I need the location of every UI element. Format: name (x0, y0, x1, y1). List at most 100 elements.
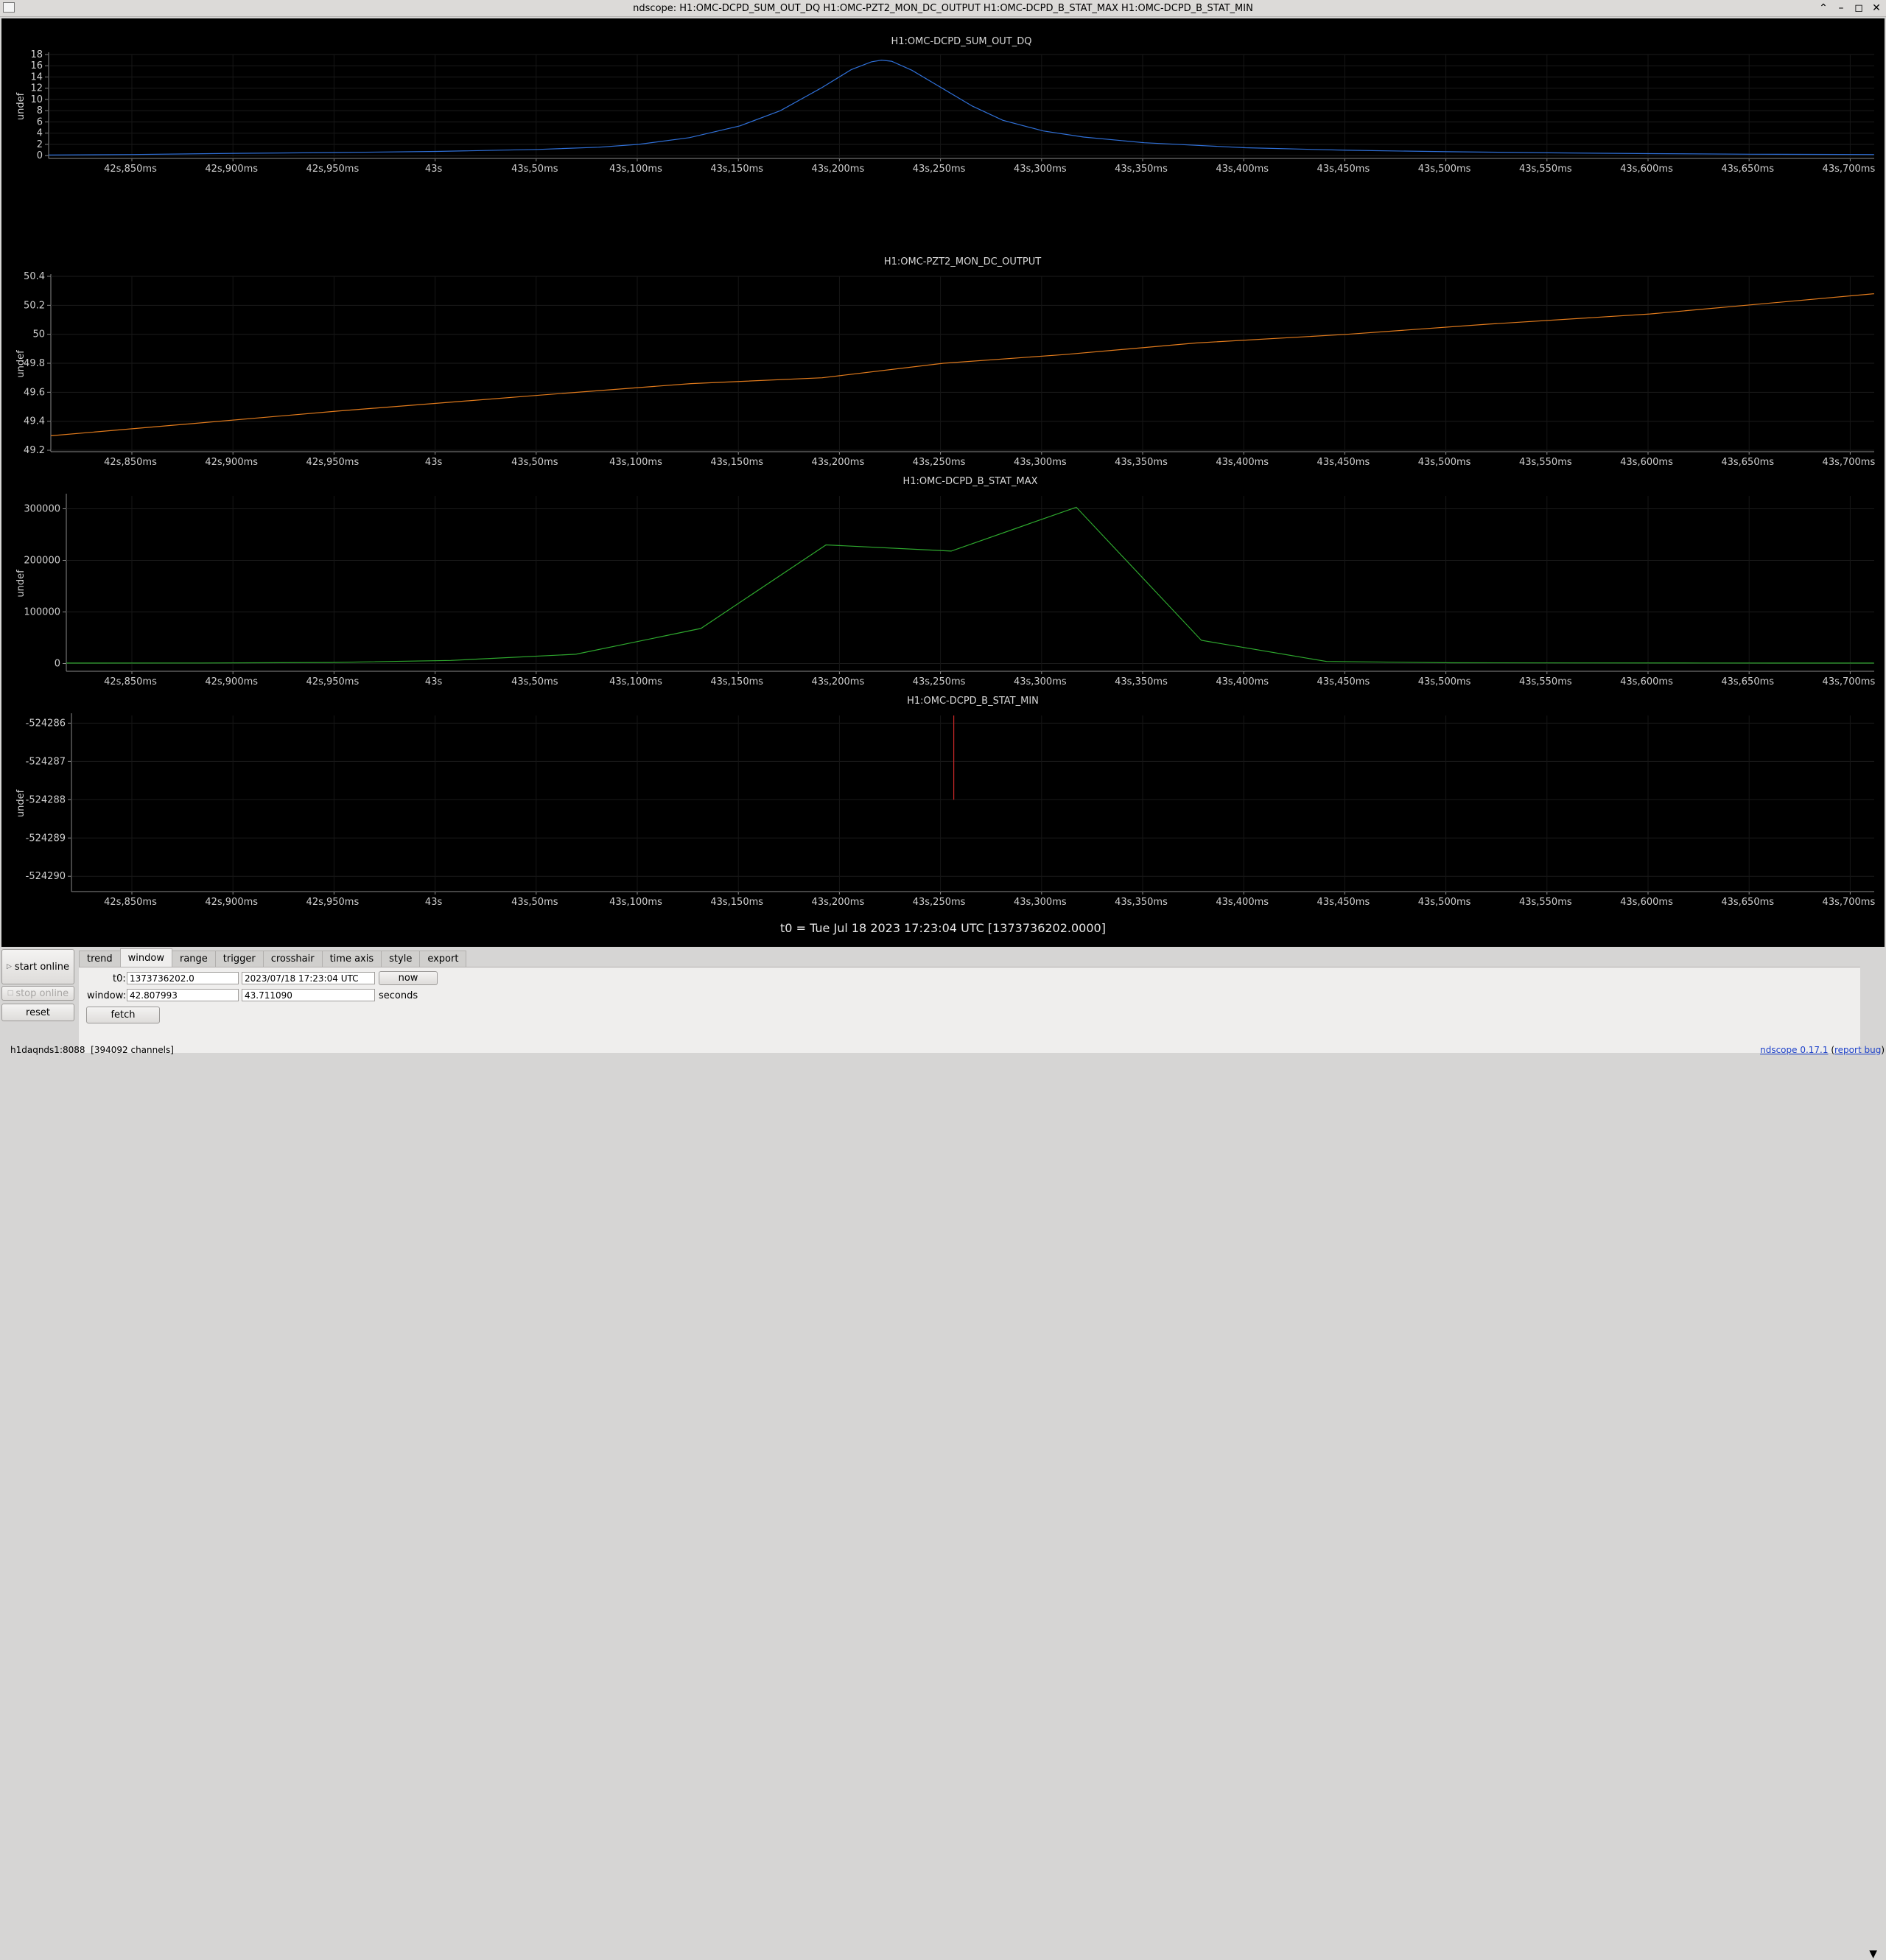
x-tick-label: 43s,650ms (1721, 897, 1774, 908)
status-version: ndscope 0.17.1 (report bug) (1760, 1045, 1885, 1055)
tab-export[interactable]: export (419, 951, 467, 967)
x-tick-label: 43s,350ms (1115, 897, 1168, 908)
x-tick-label: 43s (425, 164, 443, 175)
report-bug-link[interactable]: report bug (1834, 1045, 1882, 1055)
window-tab-panel: t0: now window: seconds fetch (79, 967, 1860, 1053)
plot-title: H1:OMC-DCPD_SUM_OUT_DQ (891, 36, 1032, 47)
x-tick-label: 43s,300ms (1014, 164, 1067, 175)
start-online-button[interactable]: ▷ start online (1, 949, 74, 984)
x-tick-label: 43s,500ms (1418, 897, 1471, 908)
plot-title: H1:OMC-PZT2_MON_DC_OUTPUT (884, 256, 1041, 267)
t0-label: t0 = Tue Jul 18 2023 17:23:04 UTC [13737… (780, 921, 1106, 935)
x-tick-label: 43s,550ms (1519, 897, 1572, 908)
y-tick-label: 0 (37, 150, 43, 161)
y-tick-label: -524288 (26, 794, 66, 805)
x-tick-label: 43s,400ms (1216, 457, 1269, 468)
x-tick-label: 42s,850ms (104, 897, 157, 908)
x-tick-label: 43s,550ms (1519, 164, 1572, 175)
series-line (48, 59, 1874, 155)
server-address: h1daqnds1:8088 (10, 1045, 85, 1055)
y-tick-label: 16 (30, 60, 43, 71)
y-tick-label: 18 (30, 49, 43, 60)
plot-area[interactable]: H1:OMC-DCPD_SUM_OUT_DQ 0 2 4 6 8 10 12 14 16 18 42s… (1, 18, 1885, 947)
window-title: ndscope: H1:OMC-DCPD_SUM_OUT_DQ H1:OMC-P… (633, 2, 1253, 14)
x-tick-label: 42s,850ms (104, 164, 157, 175)
x-tick-label: 43s,600ms (1620, 897, 1673, 908)
y-tick-label: 300000 (24, 504, 60, 515)
x-tick-label: 43s,700ms (1823, 457, 1876, 468)
series-line (50, 293, 1874, 436)
x-tick-label: 42s,950ms (306, 164, 360, 175)
chevron-down-icon[interactable]: ▼ (1869, 1948, 1877, 1960)
reset-button[interactable]: reset (1, 1004, 74, 1021)
tab-range[interactable]: range (171, 951, 216, 967)
x-tick-label: 43s,250ms (913, 164, 966, 175)
tab-trigger[interactable]: trigger (214, 951, 264, 967)
x-tick-label: 43s,150ms (710, 676, 763, 687)
x-tick-label: 43s,600ms (1620, 164, 1673, 175)
y-axis-label: undef (15, 789, 27, 817)
x-tick-label: 42s,950ms (306, 457, 360, 468)
window-titlebar: ndscope: H1:OMC-DCPD_SUM_OUT_DQ H1:OMC-P… (0, 0, 1886, 17)
status-server: h1daqnds1:8088 [394092 channels] (10, 1045, 174, 1055)
y-tick-label: 49.6 (24, 387, 45, 398)
y-tick-label: -524290 (26, 871, 66, 882)
y-tick-label: 49.4 (24, 416, 45, 427)
maximize-icon[interactable]: ⌃ (1819, 2, 1828, 14)
tab-trend[interactable]: trend (79, 951, 121, 967)
y-tick-label: 50.4 (24, 271, 45, 282)
x-tick-label: 42s,900ms (205, 676, 258, 687)
x-tick-label: 43s,600ms (1620, 676, 1673, 687)
window-end-input[interactable] (242, 989, 375, 1001)
plot-3[interactable]: H1:OMC-DCPD_B_STAT_MAX 0 100000 200000 30000… (15, 476, 1875, 687)
tab-bar: trend window range trigger crosshair time axi… (79, 948, 467, 967)
stop-online-label: stop online (15, 987, 69, 999)
minimize-icon[interactable]: – (1838, 2, 1844, 14)
stop-online-button[interactable]: □ stop online (1, 986, 74, 1001)
tab-time-axis[interactable]: time axis (321, 951, 382, 967)
x-tick-label: 43s,450ms (1317, 164, 1370, 175)
x-tick-label: 43s,500ms (1418, 457, 1471, 468)
x-tick-label: 43s,500ms (1418, 676, 1471, 687)
t0-utc-input[interactable] (242, 972, 375, 984)
fetch-button[interactable]: fetch (86, 1007, 160, 1023)
close-icon[interactable]: ✕ (1872, 2, 1881, 14)
control-panel: ▷ start online □ stop online reset trend… (0, 948, 1886, 1960)
y-tick-label: 14 (30, 71, 43, 83)
y-tick-label: 49.2 (24, 445, 45, 456)
x-tick-label: 42s,950ms (306, 676, 360, 687)
plot-2[interactable]: H1:OMC-PZT2_MON_DC_OUTPUT 49.2 49.4 49.6 49.… (15, 256, 1875, 468)
x-tick-label: 43s,200ms (812, 457, 865, 468)
channel-count: [394092 channels] (91, 1045, 174, 1055)
y-axis-label: undef (15, 92, 27, 120)
version-link[interactable]: ndscope 0.17.1 (1760, 1045, 1829, 1055)
x-tick-label: 42s,950ms (306, 897, 360, 908)
now-button[interactable]: now (379, 971, 438, 985)
x-tick-label: 43s,350ms (1115, 457, 1168, 468)
y-tick-label: 2 (37, 139, 43, 150)
window-field-label: window: (87, 990, 126, 1001)
x-tick-label: 43s,650ms (1721, 676, 1774, 687)
x-tick-label: 42s,850ms (104, 457, 157, 468)
x-tick-label: 42s,900ms (205, 897, 258, 908)
x-tick-label: 43s,450ms (1317, 897, 1370, 908)
y-tick-label: 12 (30, 83, 43, 94)
x-tick-label: 43s,300ms (1014, 457, 1067, 468)
window-start-input[interactable] (127, 989, 239, 1001)
y-axis-label: undef (15, 570, 27, 598)
plot-4[interactable]: H1:OMC-DCPD_B_STAT_MIN -524290 -524289 -524… (15, 696, 1875, 908)
plots-svg[interactable]: H1:OMC-DCPD_SUM_OUT_DQ02468101214161842s… (1, 18, 1885, 917)
start-online-label: start online (14, 961, 69, 973)
x-tick-label: 43s,150ms (710, 897, 763, 908)
tab-style[interactable]: style (381, 951, 421, 967)
x-tick-label: 43s (425, 676, 443, 687)
y-tick-label: 100000 (24, 607, 60, 618)
tab-crosshair[interactable]: crosshair (262, 951, 323, 967)
restore-icon[interactable]: ◻ (1854, 2, 1863, 14)
tab-window[interactable]: window (119, 948, 172, 967)
t0-gps-input[interactable] (127, 972, 239, 984)
x-tick-label: 42s,900ms (205, 164, 258, 175)
x-tick-label: 43s,150ms (710, 164, 763, 175)
x-tick-label: 43s,400ms (1216, 897, 1269, 908)
